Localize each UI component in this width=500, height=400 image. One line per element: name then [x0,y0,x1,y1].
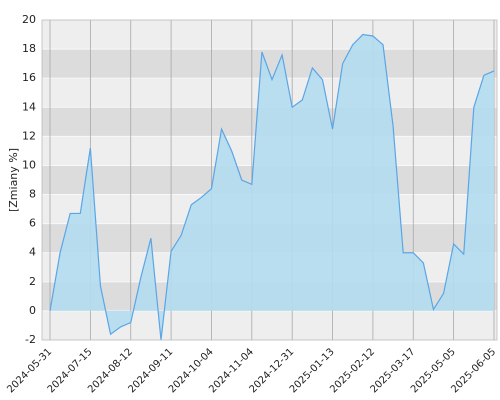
y-tick-label: 8 [29,188,36,201]
y-tick-label: -2 [25,333,36,346]
y-axis-label: [Zmiany %] [7,148,20,212]
y-tick-label: 4 [29,246,36,259]
y-tick-label: 0 [29,304,36,317]
y-tick-label: 14 [22,100,36,113]
y-tick-label: 6 [29,217,36,230]
plot-border [41,19,498,341]
y-tick-label: 20 [22,13,36,26]
y-tick-label: 2 [29,275,36,288]
y-tick-label: 10 [22,158,36,171]
y-tick-label: 16 [22,71,36,84]
line [49,33,495,341]
area-fill [50,34,494,340]
y-tick-label: 18 [22,42,36,55]
y-tick-label: 12 [22,129,36,142]
